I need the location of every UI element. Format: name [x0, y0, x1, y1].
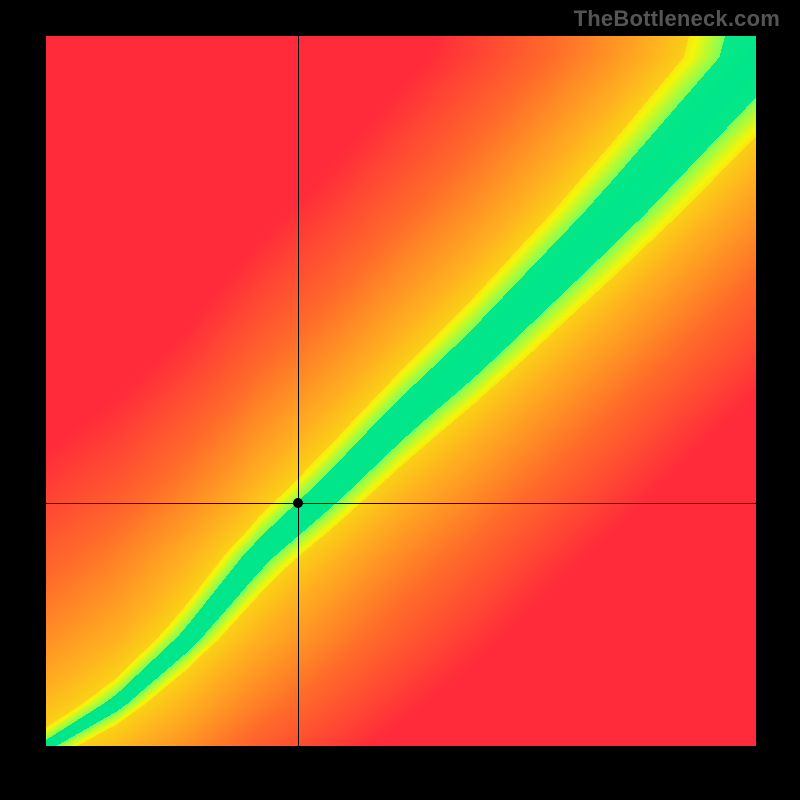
crosshair-vertical: [298, 36, 299, 746]
marker-point: [293, 498, 303, 508]
heatmap-plot-area: [46, 36, 756, 746]
heatmap-canvas: [46, 36, 756, 746]
crosshair-horizontal: [46, 503, 756, 504]
figure-container: TheBottleneck.com: [0, 0, 800, 800]
watermark-text: TheBottleneck.com: [574, 6, 780, 32]
